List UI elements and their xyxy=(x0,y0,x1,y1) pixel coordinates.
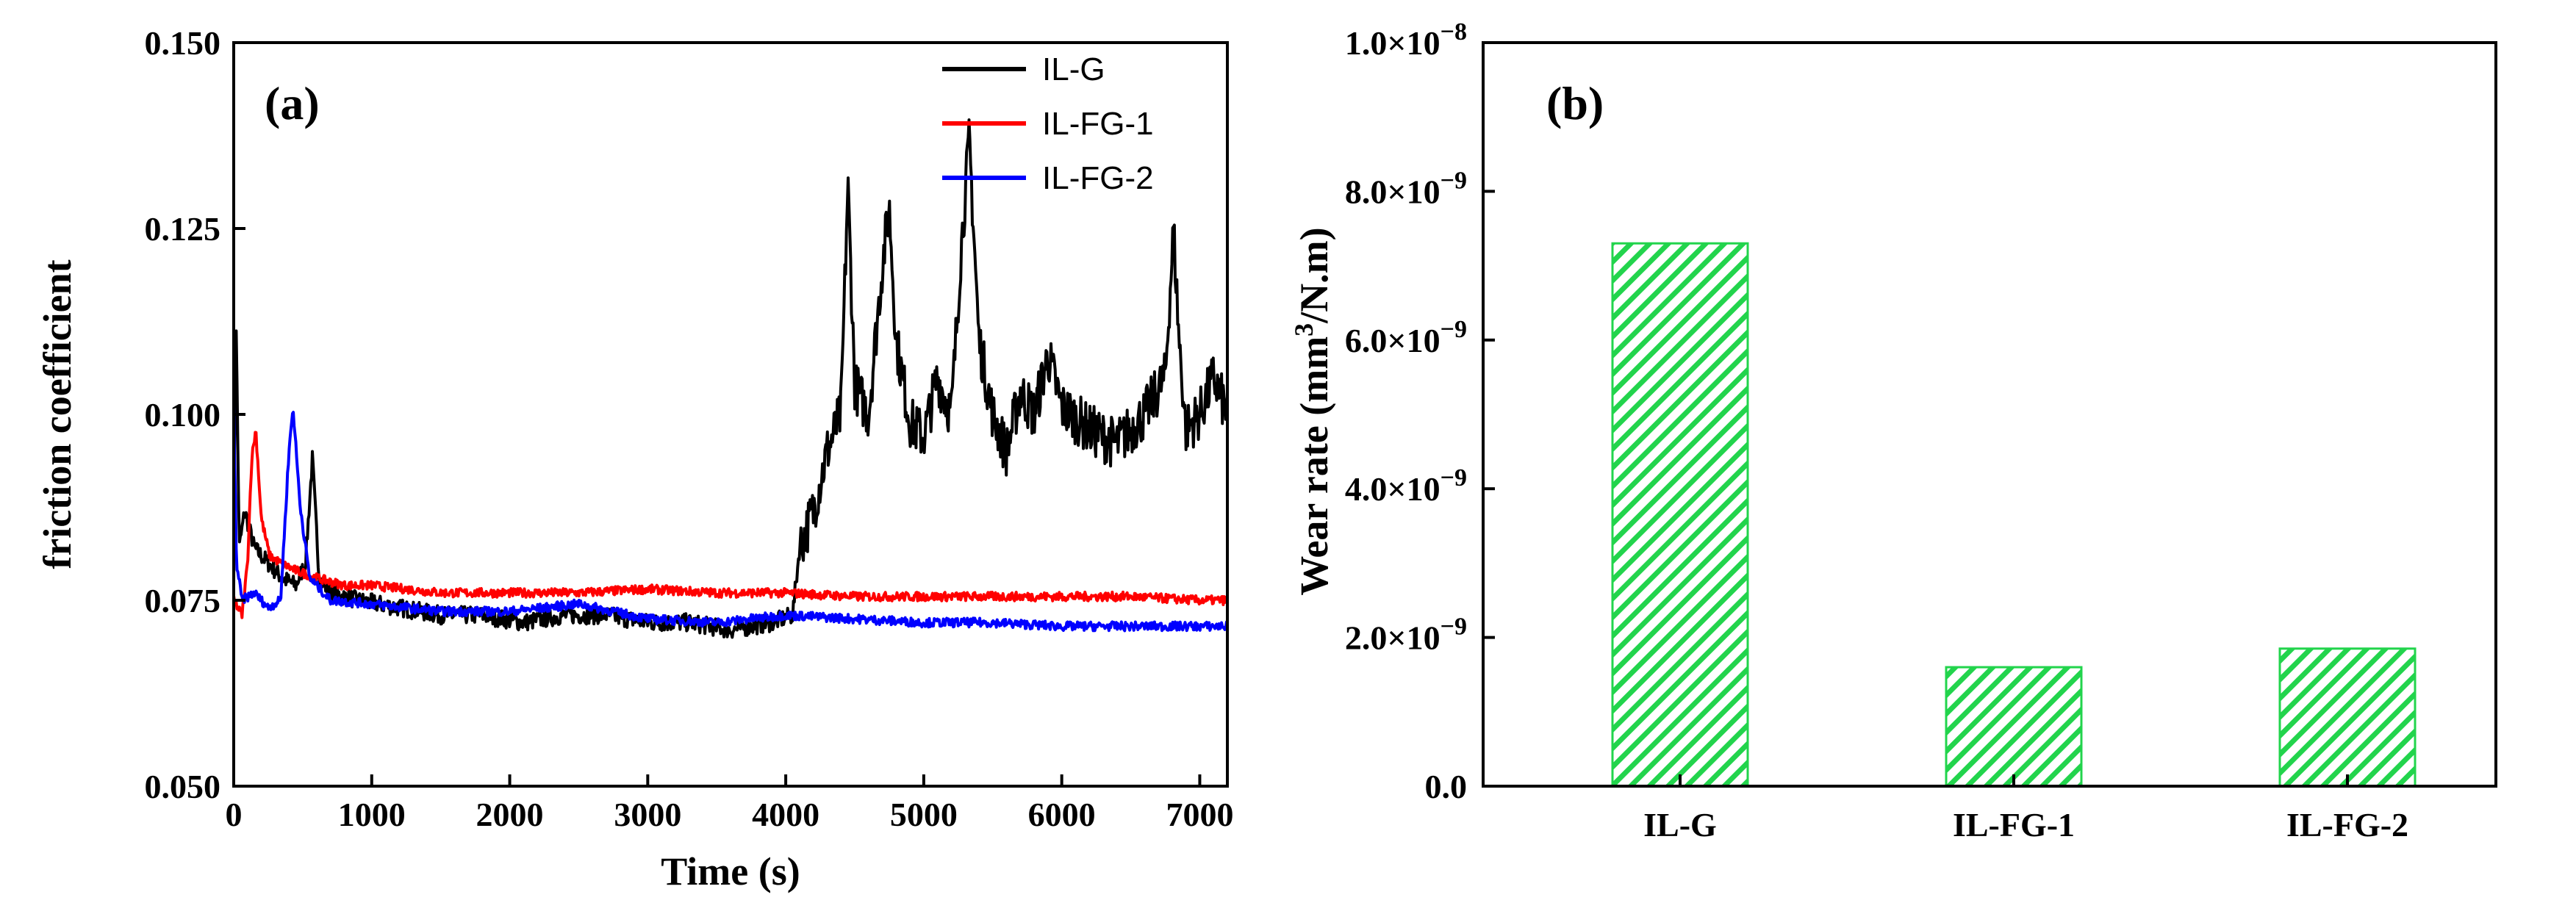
legend-label-il-fg-2: IL-FG-2 xyxy=(1042,160,1154,196)
panel-b-axes-frame xyxy=(1482,41,2497,788)
series-line-il-g xyxy=(234,118,1227,639)
panel-a-axes-frame xyxy=(232,41,1229,788)
y-tick-label: 8.0×10−9 xyxy=(1345,167,1467,210)
legend-label-il-g: IL-G xyxy=(1042,51,1105,87)
bar-il-fg-1 xyxy=(1945,666,2083,788)
y-tick-label: 4.0×10−9 xyxy=(1345,464,1467,508)
y-tick-label: 0.125 xyxy=(145,210,221,248)
panel-a-label: (a) xyxy=(265,77,320,129)
panel-b-wear-rate-chart: 0.0 2.0×10−9 4.0×10−9 6.0×10−9 8.0×10−9 1.0×1… xyxy=(1289,18,2497,843)
x-category-label: IL-FG-1 xyxy=(1953,806,2075,843)
bar-il-g xyxy=(1611,242,1749,788)
panel-b-y-axis-title: Wear rate (mm3/N.m) xyxy=(1289,227,1336,595)
legend-label-il-fg-1: IL-FG-1 xyxy=(1042,106,1154,142)
x-tick-label: 4000 xyxy=(752,796,819,833)
panel-a-x-axis-title: Time (s) xyxy=(661,849,800,893)
panel-a-y-axis-title: friction coefficient xyxy=(35,259,79,569)
x-tick-label: 6000 xyxy=(1028,796,1096,833)
x-tick-label: 1000 xyxy=(338,796,406,833)
panel-a-legend: IL-G IL-FG-1 IL-FG-2 xyxy=(942,51,1154,196)
y-tick-label: 2.0×10−9 xyxy=(1345,613,1467,657)
series-line-il-fg-1 xyxy=(234,431,1227,619)
x-tick-label: 5000 xyxy=(890,796,958,833)
y-tick-label: 6.0×10−9 xyxy=(1345,316,1467,359)
x-tick-label: 7000 xyxy=(1166,796,1233,833)
y-tick-label: 1.0×10−8 xyxy=(1345,18,1467,62)
panel-b-label: (b) xyxy=(1546,77,1604,129)
x-category-label: IL-FG-2 xyxy=(2286,806,2408,843)
y-tick-label: 0.0 xyxy=(1425,768,1468,805)
y-tick-label: 0.150 xyxy=(145,24,221,62)
x-tick-label: 0 xyxy=(226,796,243,833)
series-line-il-fg-2 xyxy=(234,405,1227,633)
x-category-label: IL-G xyxy=(1643,806,1717,843)
y-tick-label: 0.075 xyxy=(145,582,221,619)
y-tick-label: 0.100 xyxy=(145,396,221,433)
bar-il-fg-2 xyxy=(2278,647,2417,788)
x-tick-label: 3000 xyxy=(614,796,681,833)
y-tick-label: 0.050 xyxy=(145,768,221,805)
x-tick-label: 2000 xyxy=(476,796,544,833)
panel-a-friction-chart: 0 1000 2000 3000 4000 5000 6000 7000 0.050 0.075… xyxy=(35,24,1233,893)
